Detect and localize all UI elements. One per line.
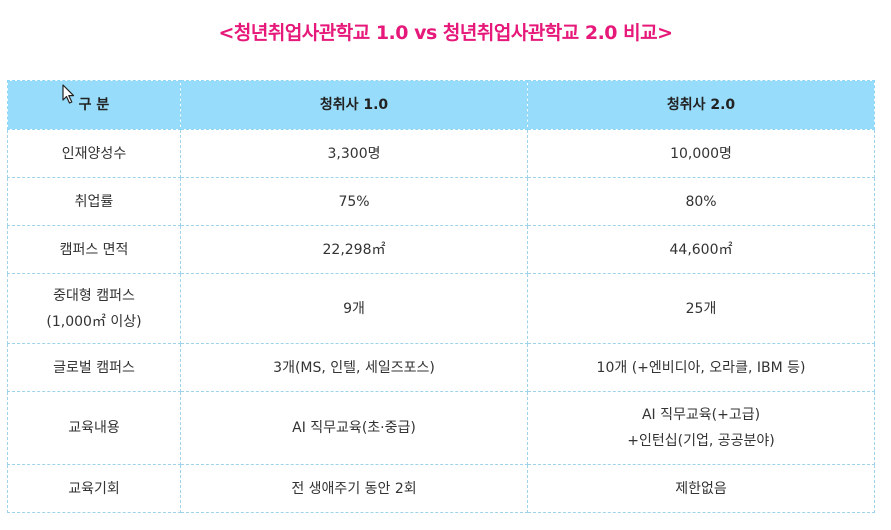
- row-label: 글로벌 캠퍼스: [7, 343, 181, 392]
- table-header-row: 구 분 청취사 1.0 청취사 2.0: [7, 80, 875, 130]
- page-title: <청년취업사관학교 1.0 vs 청년취업사관학교 2.0 비교>: [218, 22, 673, 44]
- header-version-1: 청취사 1.0: [180, 80, 528, 130]
- row-label: 중대형 캠퍼스 (1,000㎡ 이상): [7, 273, 181, 344]
- table-row: 교육기회 전 생애주기 동안 2회 제한없음: [7, 464, 875, 513]
- table-row: 인재양성수 3,300명 10,000명: [7, 129, 875, 178]
- comparison-table: 구 분 청취사 1.0 청취사 2.0 인재양성수 3,300명 10,000명…: [7, 80, 875, 513]
- row-label: 캠퍼스 면적: [7, 225, 181, 274]
- table-row: 캠퍼스 면적 22,298㎡ 44,600㎡: [7, 225, 875, 274]
- row-value-2: 10개 (+엔비디아, 오라클, IBM 등): [527, 343, 875, 392]
- row-value-1: 3개(MS, 인텔, 세일즈포스): [180, 343, 528, 392]
- table-row: 글로벌 캠퍼스 3개(MS, 인텔, 세일즈포스) 10개 (+엔비디아, 오라…: [7, 343, 875, 392]
- row-value-1: 전 생애주기 동안 2회: [180, 464, 528, 513]
- row-value-1: 9개: [180, 273, 528, 344]
- row-value-1: 22,298㎡: [180, 225, 528, 274]
- row-value-2: 10,000명: [527, 129, 875, 178]
- row-value-2: 제한없음: [527, 464, 875, 513]
- table-row: 교육내용 AI 직무교육(초·중급) AI 직무교육(+고급) +인턴십(기업,…: [7, 391, 875, 465]
- table-row: 중대형 캠퍼스 (1,000㎡ 이상) 9개 25개: [7, 273, 875, 344]
- row-value-1: 75%: [180, 177, 528, 226]
- table-row: 취업률 75% 80%: [7, 177, 875, 226]
- row-value-2: AI 직무교육(+고급) +인턴십(기업, 공공분야): [527, 391, 875, 465]
- row-label: 취업률: [7, 177, 181, 226]
- row-label: 교육내용: [7, 391, 181, 465]
- row-value-2: 25개: [527, 273, 875, 344]
- row-label: 교육기회: [7, 464, 181, 513]
- mouse-pointer-icon: [62, 84, 75, 104]
- header-version-2: 청취사 2.0: [527, 80, 875, 130]
- row-label: 인재양성수: [7, 129, 181, 178]
- row-value-2: 80%: [527, 177, 875, 226]
- row-value-1: AI 직무교육(초·중급): [180, 391, 528, 465]
- row-value-1: 3,300명: [180, 129, 528, 178]
- header-category: 구 분: [7, 80, 181, 130]
- row-value-2: 44,600㎡: [527, 225, 875, 274]
